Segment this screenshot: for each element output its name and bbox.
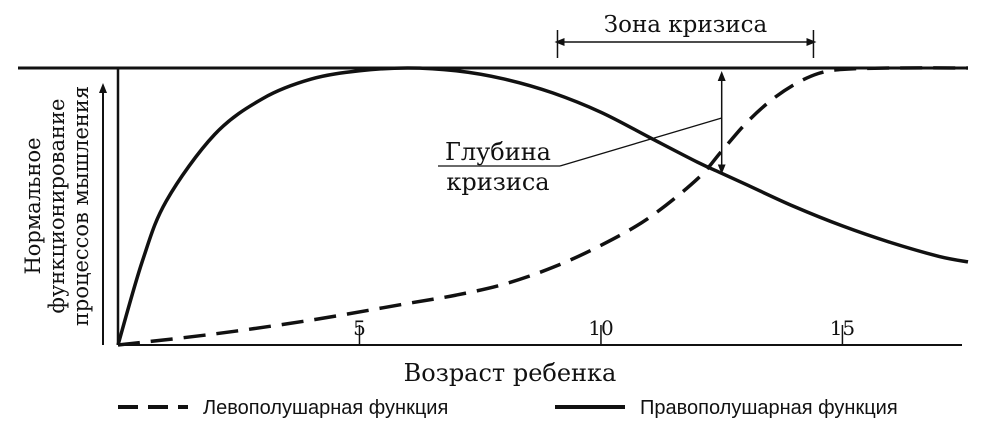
- legend-label-left-hemisphere: Левополушарная функция: [203, 397, 448, 419]
- right-hemisphere-solid-line: [116, 66, 969, 346]
- crisis-depth-label-line-1: Глубина: [445, 138, 551, 166]
- y-axis-label-line-3: процессов мышления: [69, 86, 93, 326]
- x-axis-label: Возраст ребенка: [404, 359, 617, 387]
- crisis-depth-leader-line: [559, 117, 722, 167]
- x-ticks-layer: 5 10 15: [353, 316, 855, 345]
- series-layer: [116, 66, 969, 347]
- x-tick-label-10: 10: [588, 316, 613, 340]
- crisis-zone-label: Зона кризиса: [604, 12, 768, 38]
- annotation-layer: [438, 30, 817, 175]
- legend-label-right-hemisphere: Правополушарная функция: [640, 397, 898, 419]
- crisis-depth-label-line-2: кризиса: [446, 168, 549, 196]
- x-tick-label-15: 15: [830, 316, 855, 340]
- y-axis-label-line-2: функционирование: [45, 99, 69, 314]
- x-tick-label-5: 5: [353, 316, 366, 340]
- left-hemisphere-dashed-line: [117, 66, 969, 347]
- y-axis-label-line-1: Нормальное: [21, 137, 45, 274]
- legend: Левополушарная функция Правополушарная ф…: [118, 397, 898, 419]
